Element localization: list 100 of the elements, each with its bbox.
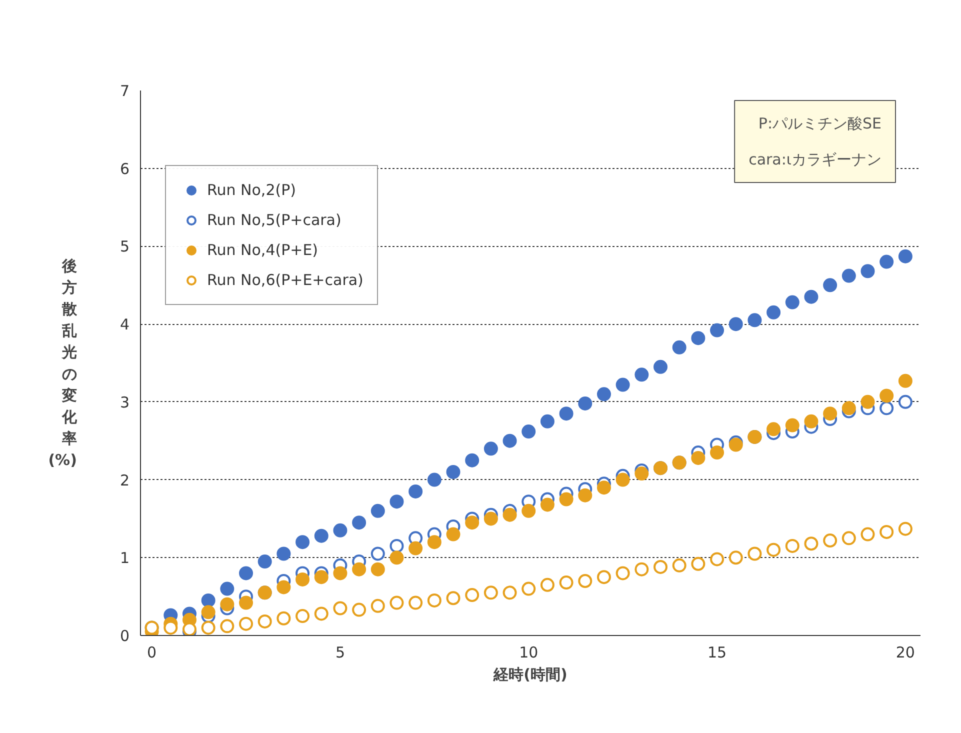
point <box>880 524 894 539</box>
point <box>333 601 348 616</box>
point <box>691 556 706 571</box>
point <box>465 453 480 468</box>
point <box>390 494 404 509</box>
y-tick-label: 7 <box>120 82 130 100</box>
point <box>616 472 630 487</box>
point <box>785 418 800 432</box>
x-tick-label: 0 <box>147 644 157 662</box>
point <box>898 394 912 409</box>
point <box>465 516 480 530</box>
point <box>654 360 668 374</box>
point <box>484 442 498 456</box>
point <box>728 438 743 452</box>
point <box>502 586 517 600</box>
point <box>446 465 460 479</box>
y-tick-label: 6 <box>120 160 130 178</box>
point <box>766 305 781 320</box>
point <box>710 323 724 338</box>
x-axis-title: 経時(時間) <box>492 666 568 684</box>
point <box>296 609 310 624</box>
point <box>427 472 442 487</box>
point <box>522 582 536 596</box>
point <box>314 570 328 584</box>
point <box>823 534 838 548</box>
point <box>220 582 234 596</box>
point <box>314 528 328 543</box>
point <box>314 606 328 621</box>
point <box>898 249 912 264</box>
point <box>522 504 536 518</box>
point <box>540 498 554 512</box>
point <box>766 422 781 436</box>
y-tick-label: 3 <box>120 393 130 412</box>
point <box>880 254 894 269</box>
point <box>804 414 818 428</box>
y-tick-label: 2 <box>120 471 130 490</box>
point <box>860 527 875 542</box>
legend-label: Run No,2(P) <box>207 181 296 199</box>
point <box>823 406 838 421</box>
annotation: P:パルミチン酸SE <box>758 114 882 132</box>
point <box>860 394 875 409</box>
point <box>634 466 649 481</box>
point <box>370 562 385 576</box>
point <box>201 605 216 620</box>
point <box>522 424 536 438</box>
point <box>201 593 216 608</box>
point <box>785 538 800 553</box>
y-tick-label: 4 <box>120 316 130 334</box>
point <box>898 374 912 388</box>
point <box>842 531 856 546</box>
point <box>634 368 649 382</box>
point <box>748 313 762 328</box>
point <box>559 492 574 506</box>
point <box>465 588 480 602</box>
point <box>258 554 272 569</box>
legend-label: Run No,6(P+E+cara) <box>207 271 364 289</box>
point <box>239 616 254 631</box>
point <box>390 550 404 565</box>
point <box>390 538 404 553</box>
point <box>748 546 762 561</box>
point <box>484 586 498 600</box>
point <box>446 527 460 542</box>
point <box>616 378 630 392</box>
point <box>220 597 234 612</box>
point <box>540 414 554 428</box>
point <box>370 504 385 518</box>
point <box>390 596 404 610</box>
point <box>672 340 686 354</box>
point <box>578 574 592 588</box>
point <box>333 566 348 580</box>
point <box>239 596 254 610</box>
annotation: cara:ιカラギーナン <box>748 150 882 168</box>
point <box>691 451 706 465</box>
point <box>276 611 291 626</box>
point <box>370 546 385 561</box>
point <box>559 406 574 421</box>
point <box>898 522 912 536</box>
point <box>540 578 554 592</box>
point <box>276 546 291 561</box>
point <box>408 484 423 498</box>
point <box>446 591 460 606</box>
point <box>860 264 875 278</box>
point <box>258 614 272 628</box>
point <box>296 535 310 550</box>
x-tick-label: 10 <box>519 644 538 662</box>
point <box>691 331 706 346</box>
point <box>766 542 781 557</box>
point <box>427 535 442 550</box>
point <box>352 562 366 576</box>
point <box>427 593 442 608</box>
point <box>710 446 724 460</box>
x-tick-label: 20 <box>896 644 915 662</box>
point <box>578 488 592 502</box>
point <box>710 552 724 566</box>
x-tick-label: 15 <box>707 644 727 662</box>
point <box>596 387 611 402</box>
point <box>842 268 856 283</box>
point <box>370 598 385 613</box>
legend-label: Run No,4(P+E) <box>207 241 318 259</box>
point <box>785 295 800 310</box>
